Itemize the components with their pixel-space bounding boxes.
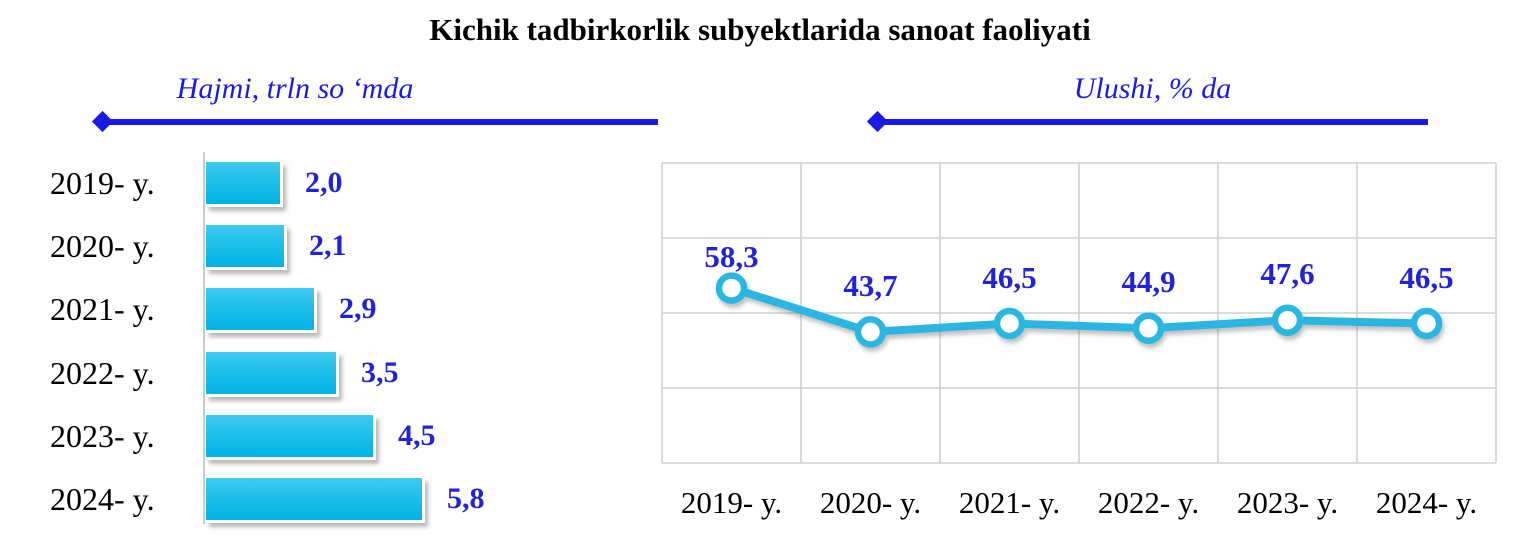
- series-line: [727, 284, 1431, 336]
- bar: [206, 288, 317, 333]
- arrow-diamond-icon: [91, 110, 114, 133]
- data-point-marker: [1271, 304, 1304, 336]
- point-value-label: 58,3: [704, 239, 759, 274]
- bar-value-label: 3,5: [361, 356, 399, 389]
- data-point-marker: [1410, 307, 1443, 340]
- point-value-label: 46,5: [982, 260, 1037, 295]
- bar: [206, 478, 425, 523]
- bar: [206, 415, 376, 460]
- bar-chart-axis-line: [203, 152, 205, 524]
- data-point-marker: [715, 272, 748, 304]
- grid-lines: [661, 162, 1497, 464]
- right-section-header: Ulushi, % da: [1073, 72, 1232, 105]
- bar-category-label: 2020- y.: [50, 228, 155, 264]
- bar-category-label: 2021- y.: [50, 291, 155, 327]
- bar-value-label: 2,1: [309, 229, 347, 262]
- bar-category-label: 2022- y.: [50, 355, 155, 391]
- x-axis-label: 2022- y.: [1097, 485, 1200, 520]
- data-point-marker: [993, 307, 1026, 340]
- line-chart-plot: [661, 162, 1497, 464]
- data-point-marker: [1132, 312, 1165, 345]
- point-value-label: 44,9: [1121, 264, 1176, 299]
- bar-value-label: 5,8: [447, 482, 485, 515]
- x-axis-label: 2019- y.: [680, 485, 783, 520]
- right-arrow-line: [866, 110, 1428, 133]
- x-axis-label: 2020- y.: [819, 485, 922, 520]
- bar-category-label: 2019- y.: [50, 165, 155, 201]
- left-section-header: Hajmi, trln so ‘mda: [176, 72, 414, 105]
- bar-category-label: 2024- y.: [50, 481, 155, 517]
- point-value-label: 47,6: [1260, 256, 1315, 291]
- bar-value-label: 2,0: [305, 166, 343, 199]
- point-value-label: 43,7: [843, 268, 898, 303]
- arrow-diamond-icon: [866, 110, 889, 133]
- data-point-marker: [854, 316, 887, 348]
- x-axis-label: 2024- y.: [1375, 485, 1478, 520]
- bar: [206, 352, 339, 397]
- bar: [206, 225, 287, 270]
- bar-value-label: 2,9: [339, 292, 377, 325]
- line-series: [715, 272, 1443, 348]
- point-value-label: 46,5: [1399, 260, 1454, 295]
- bar: [206, 162, 283, 207]
- bar-value-label: 4,5: [398, 419, 436, 452]
- bar-category-label: 2023- y.: [50, 418, 155, 454]
- x-axis-label: 2023- y.: [1236, 485, 1339, 520]
- left-arrow-line: [91, 110, 658, 133]
- page-title: Kichik tadbirkorlik subyektlarida sanoat…: [429, 12, 1091, 47]
- x-axis-label: 2021- y.: [958, 485, 1061, 520]
